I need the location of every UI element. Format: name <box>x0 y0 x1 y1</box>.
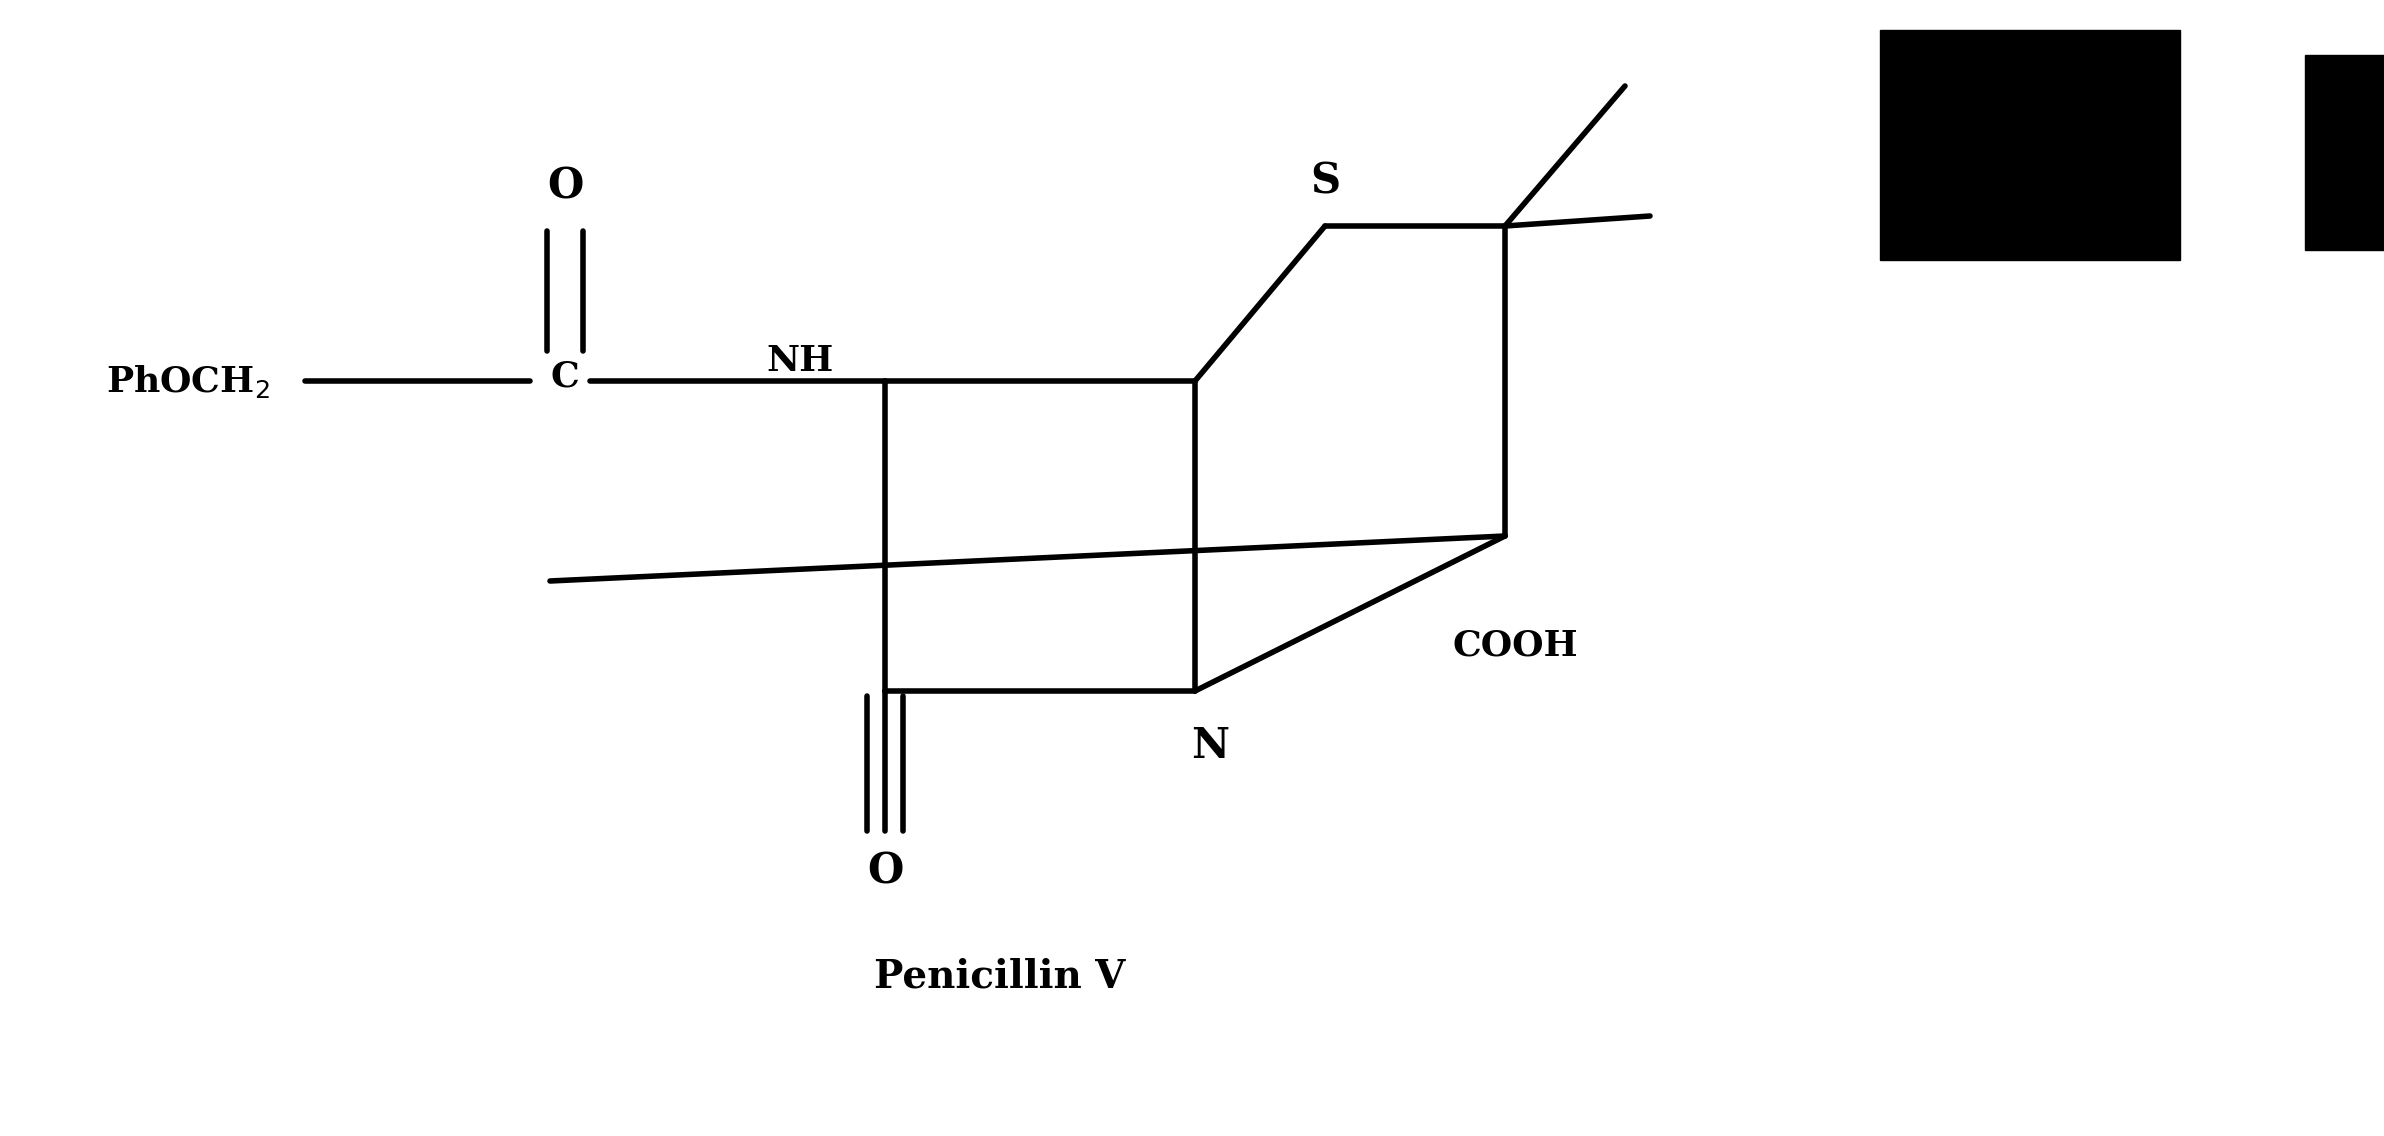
Text: S: S <box>1309 160 1340 202</box>
Text: C: C <box>551 359 579 393</box>
Text: COOH: COOH <box>1452 629 1578 663</box>
Text: O: O <box>546 165 584 207</box>
Bar <box>1881 30 2179 260</box>
Text: PhOCH$_2$: PhOCH$_2$ <box>107 362 269 400</box>
Text: NH: NH <box>765 344 834 378</box>
Bar <box>2305 55 2384 250</box>
Text: N: N <box>1192 725 1230 767</box>
Text: Penicillin V: Penicillin V <box>875 957 1125 995</box>
Text: O: O <box>868 850 904 892</box>
